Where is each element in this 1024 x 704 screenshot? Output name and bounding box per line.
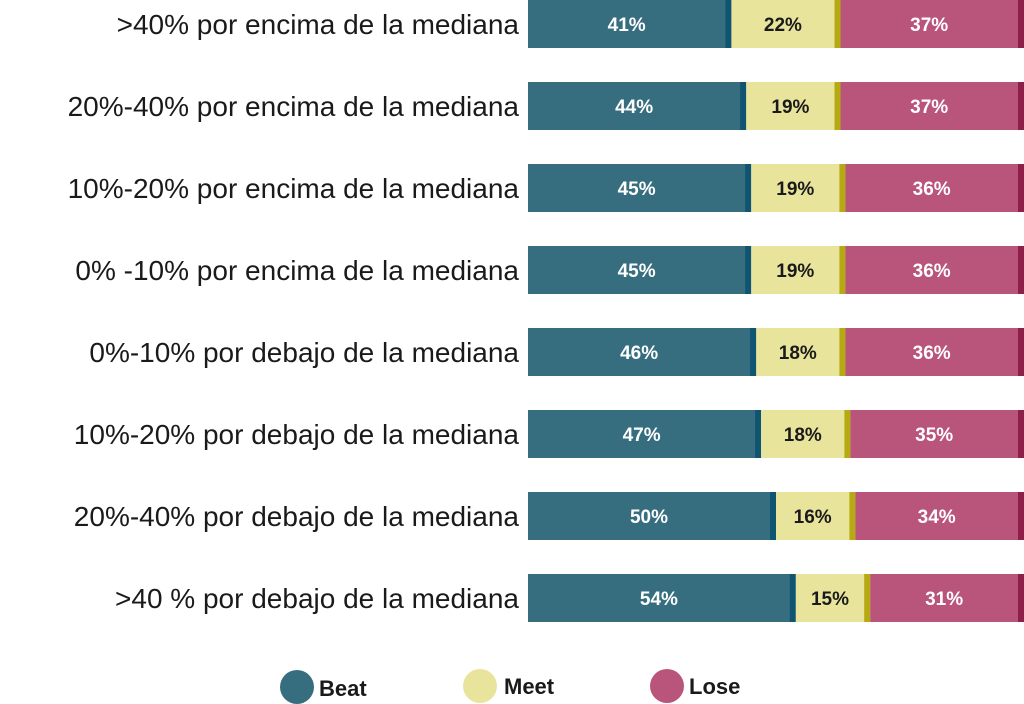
category-label: 10%-20% por encima de la mediana xyxy=(68,173,520,204)
bar-segment-edge-beat xyxy=(745,246,752,294)
bar-segment-edge-beat xyxy=(789,574,796,622)
data-label-lose: 31% xyxy=(925,589,963,610)
bar-segment-beat xyxy=(528,246,752,294)
bar-segment-lose xyxy=(845,246,1024,294)
bar-segment-beat xyxy=(528,328,757,376)
bar-segment-beat xyxy=(528,164,752,212)
data-label-meet: 15% xyxy=(811,589,849,610)
bar-segment-meet xyxy=(795,574,871,622)
bar-segment-edge-lose xyxy=(1018,0,1024,48)
bar-segment-meet xyxy=(761,410,851,458)
bar-segment-edge-meet xyxy=(839,246,846,294)
data-label-lose: 36% xyxy=(913,343,951,364)
legend: Beat Meet Lose xyxy=(280,669,740,704)
data-label-lose: 35% xyxy=(915,425,953,446)
category-label: >40 % por debajo de la mediana xyxy=(115,583,519,614)
category-labels: >40% por encima de la mediana 20%-40% por… xyxy=(68,9,520,614)
bar-segment-meet xyxy=(746,82,841,130)
bar-segment-edge-lose xyxy=(1018,410,1024,458)
data-label-lose: 34% xyxy=(918,507,956,528)
bar-segment-edge-beat xyxy=(755,410,762,458)
bar-segment-edge-meet xyxy=(834,82,841,130)
legend-item-beat[interactable]: Beat xyxy=(280,670,367,704)
data-label-beat: 47% xyxy=(623,425,661,446)
legend-label-lose: Lose xyxy=(689,674,740,699)
data-label-beat: 50% xyxy=(630,507,668,528)
bars: 41% 22% 37% 44% 19% 37% 45% 19% 36% 45% 19% 36% 46% 1… xyxy=(528,0,1024,622)
bar-segment-edge-meet xyxy=(834,0,841,48)
legend-item-meet[interactable]: Meet xyxy=(463,669,555,703)
bar-segment-edge-lose xyxy=(1018,82,1024,130)
data-label-meet: 18% xyxy=(779,343,817,364)
data-label-beat: 44% xyxy=(615,97,653,118)
bar-segment-edge-lose xyxy=(1018,492,1024,540)
bar-segment-edge-beat xyxy=(745,164,752,212)
data-label-lose: 37% xyxy=(910,15,948,36)
bar-segment-edge-meet xyxy=(839,328,846,376)
data-label-lose: 37% xyxy=(910,97,948,118)
bar-segment-lose xyxy=(845,328,1024,376)
bar-segment-edge-beat xyxy=(725,0,732,48)
data-label-beat: 45% xyxy=(618,261,656,282)
bar-segment-edge-lose xyxy=(1018,246,1024,294)
legend-item-lose[interactable]: Lose xyxy=(650,669,740,703)
bar-segment-lose xyxy=(840,82,1024,130)
bar-segment-meet xyxy=(756,328,846,376)
category-label: 20%-40% por encima de la mediana xyxy=(68,91,520,122)
bar-segment-beat xyxy=(528,574,796,622)
bar-segment-meet xyxy=(776,492,856,540)
bar-segment-edge-meet xyxy=(839,164,846,212)
data-label-meet: 18% xyxy=(784,425,822,446)
data-label-meet: 19% xyxy=(776,179,814,200)
data-label-meet: 22% xyxy=(764,15,802,36)
bar-segment-edge-lose xyxy=(1018,164,1024,212)
bar-segment-beat xyxy=(528,82,747,130)
legend-swatch-meet xyxy=(463,669,497,703)
data-label-beat: 54% xyxy=(640,589,678,610)
bar-segment-lose xyxy=(850,410,1024,458)
legend-swatch-lose xyxy=(650,669,684,703)
data-label-beat: 45% xyxy=(618,179,656,200)
data-label-lose: 36% xyxy=(913,261,951,282)
bar-segment-lose xyxy=(840,0,1024,48)
data-label-meet: 16% xyxy=(794,507,832,528)
category-label: 0%-10% por debajo de la mediana xyxy=(89,337,519,368)
category-label: 10%-20% por debajo de la mediana xyxy=(74,419,520,450)
bar-segment-edge-lose xyxy=(1018,574,1024,622)
category-label: >40% por encima de la mediana xyxy=(117,9,520,40)
bar-segment-edge-beat xyxy=(770,492,776,540)
data-label-beat: 46% xyxy=(620,343,658,364)
bar-segment-lose xyxy=(845,164,1024,212)
data-label-beat: 41% xyxy=(608,15,646,36)
bar-segment-beat xyxy=(528,410,762,458)
data-label-meet: 19% xyxy=(771,97,809,118)
bar-segment-lose xyxy=(870,574,1024,622)
bar-segment-edge-meet xyxy=(844,410,851,458)
bar-segment-edge-lose xyxy=(1018,328,1024,376)
legend-swatch-beat xyxy=(280,670,314,704)
data-label-meet: 19% xyxy=(776,261,814,282)
bar-segment-beat xyxy=(528,492,776,540)
bar-segment-meet xyxy=(751,246,846,294)
bar-segment-edge-beat xyxy=(750,328,757,376)
bar-segment-lose xyxy=(855,492,1024,540)
legend-label-beat: Beat xyxy=(319,676,367,701)
bar-segment-edge-meet xyxy=(849,492,856,540)
legend-label-meet: Meet xyxy=(504,674,555,699)
bar-segment-meet xyxy=(751,164,846,212)
bar-segment-edge-beat xyxy=(740,82,747,130)
data-label-lose: 36% xyxy=(913,179,951,200)
category-label: 20%-40% por debajo de la mediana xyxy=(74,501,520,532)
bar-segment-meet xyxy=(731,0,841,48)
category-label: 0% -10% por encima de la mediana xyxy=(75,255,519,286)
bar-segment-edge-meet xyxy=(864,574,871,622)
bar-segment-beat xyxy=(528,0,732,48)
